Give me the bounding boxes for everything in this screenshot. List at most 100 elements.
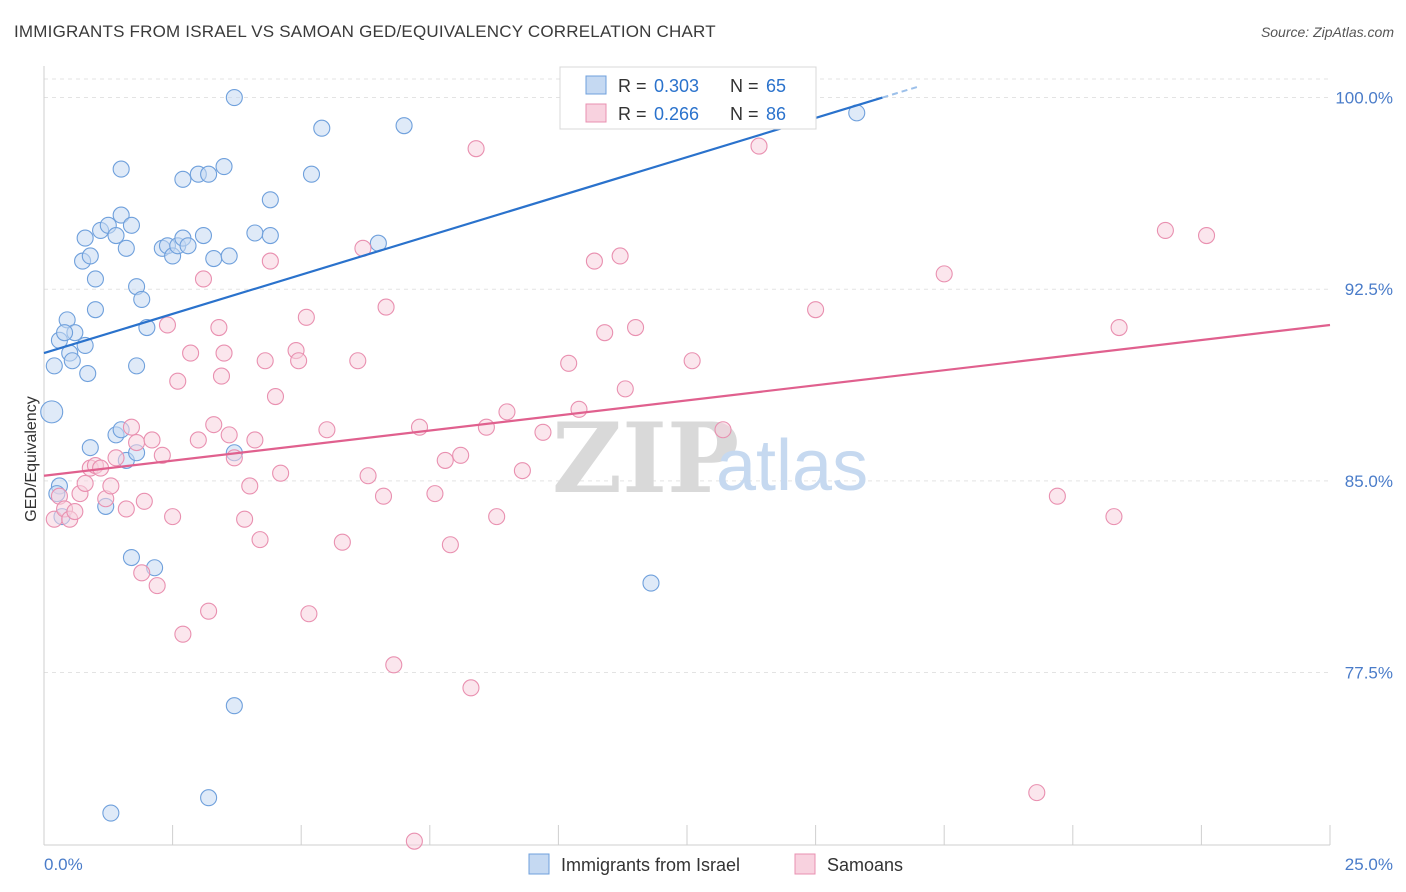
data-point xyxy=(807,301,825,319)
data-point xyxy=(212,367,231,385)
series-points-samoans xyxy=(45,137,1216,850)
y-tick-label: 85.0% xyxy=(1345,472,1393,491)
data-point xyxy=(236,510,254,528)
data-point xyxy=(290,352,308,370)
x-tick-label: 0.0% xyxy=(44,855,83,874)
data-point xyxy=(359,467,377,485)
data-point xyxy=(205,249,223,268)
data-point xyxy=(377,298,395,316)
data-point xyxy=(200,789,218,807)
data-point xyxy=(135,492,153,510)
data-point xyxy=(1028,784,1046,802)
data-point xyxy=(179,237,197,255)
data-point xyxy=(452,446,470,464)
watermark-zip: ZIP xyxy=(552,402,739,515)
data-point xyxy=(1048,487,1066,505)
data-point xyxy=(1110,318,1128,337)
data-point xyxy=(128,433,146,452)
stats-n-label-israel: N = xyxy=(730,76,759,96)
y-tick-label: 100.0% xyxy=(1335,89,1393,108)
data-point xyxy=(750,137,768,155)
data-point xyxy=(169,372,187,390)
data-point xyxy=(714,421,732,439)
data-point xyxy=(63,352,81,370)
data-point xyxy=(76,229,94,247)
data-point xyxy=(122,418,140,436)
data-point xyxy=(45,357,63,375)
data-point xyxy=(128,357,146,375)
y-axis-label: GED/Equivalency xyxy=(23,396,40,521)
data-point xyxy=(385,656,403,674)
data-point xyxy=(133,290,151,308)
data-point xyxy=(488,508,506,526)
data-point xyxy=(300,605,318,623)
data-point xyxy=(205,416,223,434)
data-point xyxy=(513,462,531,480)
series-points-israel xyxy=(40,89,866,822)
data-point xyxy=(220,426,238,444)
data-point xyxy=(935,265,953,283)
data-point xyxy=(395,117,413,135)
data-point xyxy=(498,403,516,421)
data-point xyxy=(215,344,233,362)
data-point xyxy=(225,697,243,715)
data-point xyxy=(40,400,64,424)
stats-r-label-samoans: R = xyxy=(618,104,647,124)
data-point xyxy=(76,474,94,492)
data-point xyxy=(122,548,140,567)
data-point xyxy=(246,431,264,449)
data-point xyxy=(462,679,480,697)
data-point xyxy=(405,832,423,850)
data-point xyxy=(333,533,351,551)
data-point xyxy=(683,352,701,370)
data-point xyxy=(436,451,454,469)
data-point xyxy=(66,502,84,521)
data-point xyxy=(102,477,120,495)
data-point xyxy=(627,318,645,337)
data-point xyxy=(261,191,279,209)
data-point xyxy=(107,449,125,467)
data-point xyxy=(318,421,336,439)
data-point xyxy=(112,206,130,224)
stats-r-value-samoans: 0.266 xyxy=(654,104,699,124)
data-point xyxy=(194,270,213,288)
data-point xyxy=(426,485,444,503)
data-point xyxy=(611,247,629,265)
data-point xyxy=(570,400,588,418)
data-point xyxy=(86,270,104,288)
data-point xyxy=(81,247,99,265)
data-point xyxy=(596,324,614,342)
data-point xyxy=(210,318,228,337)
legend-swatch-israel xyxy=(528,853,550,875)
data-point xyxy=(174,170,192,188)
data-point xyxy=(313,119,331,137)
data-point xyxy=(107,226,125,245)
stats-n-value-israel: 65 xyxy=(766,76,786,96)
stats-swatch-samoans xyxy=(585,103,607,123)
data-point xyxy=(1105,508,1123,526)
data-point xyxy=(349,352,367,370)
y-tick-label: 92.5% xyxy=(1345,280,1393,299)
data-point xyxy=(189,431,207,449)
data-point xyxy=(1156,221,1174,239)
data-point xyxy=(302,165,321,183)
chart-title: IMMIGRANTS FROM ISRAEL VS SAMOAN GED/EQU… xyxy=(14,22,716,41)
chart-source: Source: ZipAtlas.com xyxy=(1260,24,1394,40)
data-point xyxy=(133,564,151,582)
data-point xyxy=(117,239,135,257)
data-point xyxy=(182,344,200,362)
data-point xyxy=(112,160,130,178)
x-tick-label: 25.0% xyxy=(1345,855,1393,874)
data-point xyxy=(117,500,135,518)
data-point xyxy=(534,423,552,441)
data-point xyxy=(477,418,495,436)
data-point xyxy=(215,157,233,176)
trend-line-extension xyxy=(882,85,919,99)
data-point xyxy=(86,301,104,319)
data-points xyxy=(40,89,1216,850)
data-point xyxy=(174,625,192,643)
data-point xyxy=(261,226,279,245)
stats-legend: R = 0.303 N = 65 R = 0.266 N = 86 xyxy=(559,66,817,130)
data-point xyxy=(261,252,279,270)
